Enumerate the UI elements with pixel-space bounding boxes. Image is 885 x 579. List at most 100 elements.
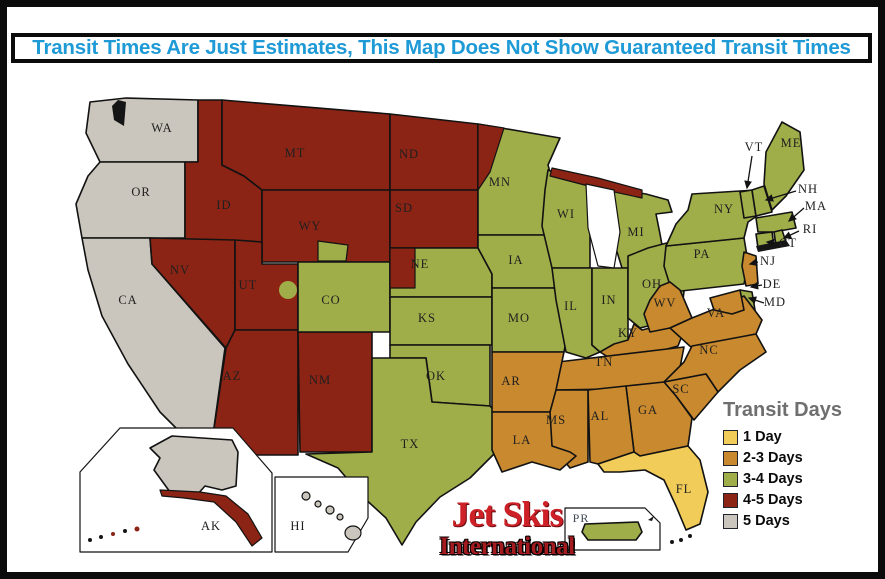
legend-swatch-2-3-days [723, 450, 738, 466]
state-mt [221, 99, 391, 191]
state-label-wi: WI [557, 207, 575, 221]
aleutian-island [123, 529, 127, 533]
state-label-ut: UT [239, 278, 258, 292]
state-nm [297, 331, 373, 453]
state-sd [389, 189, 479, 249]
state-label-al: AL [591, 409, 610, 423]
leader-arrow-de-icon [749, 281, 763, 290]
zone-patch-nw-minnesota [477, 123, 505, 191]
pr-arrow-mark [648, 516, 654, 521]
state-label-tx: TX [401, 437, 420, 451]
hawaii-island [314, 500, 322, 508]
hawaii-island [325, 505, 335, 515]
florida-keys-dot [688, 534, 692, 538]
state-label-nv: NV [170, 263, 190, 277]
pr-small-island [570, 541, 575, 546]
legend-item-1-day: 1 Day [723, 429, 875, 445]
state-label-wy: WY [299, 219, 322, 233]
state-label-ky: KY [618, 326, 638, 340]
legend-swatch-4-5-days [723, 492, 738, 508]
state-label-pa: PA [694, 247, 711, 261]
state-label-sc: SC [672, 382, 689, 396]
state-label-oh: OH [642, 277, 662, 291]
state-label-ms: MS [546, 413, 566, 427]
state-label-mi: MI [627, 225, 644, 239]
leader-arrow-nj-icon [748, 258, 759, 267]
state-label-nj: NJ [760, 254, 776, 268]
state-label-az: AZ [223, 369, 242, 383]
state-label-mt: MT [285, 146, 306, 160]
zone-patch-east-utah [279, 281, 297, 299]
us-transit-map: WA OR CA NV ID MT WY UT CO AZ NM ND SD N… [75, 97, 827, 553]
hawaii-island [336, 513, 344, 521]
leader-arrow-vt-icon [744, 155, 753, 190]
state-ar [491, 351, 565, 413]
state-ma [755, 211, 797, 233]
state-label-ok: OK [426, 369, 446, 383]
state-label-tn: TN [595, 355, 614, 369]
lake-michigan [585, 183, 621, 269]
legend-title: Transit Days [723, 399, 842, 421]
state-label-va: VA [707, 306, 725, 320]
state-label-la: LA [513, 433, 532, 447]
legend-label-2-3-days: 2-3 Days [743, 450, 803, 466]
legend-label-3-4-days: 3-4 Days [743, 471, 803, 487]
hawaii-big-island [344, 525, 362, 541]
state-label-sd: SD [395, 201, 413, 215]
leader-arrow-ri-icon [782, 230, 800, 239]
legend-label-5-days: 5 Days [743, 513, 790, 529]
aleutian-island [99, 535, 103, 539]
state-label-fl: FL [676, 482, 693, 496]
state-label-wa: WA [151, 121, 172, 135]
state-label-nm: NM [309, 373, 331, 387]
jet-skis-international-logo: Jet Skis International [427, 496, 587, 559]
state-tx [305, 357, 499, 546]
state-label-nh: NH [798, 182, 818, 196]
state-label-hi: HI [290, 519, 305, 533]
state-label-ga: GA [638, 403, 658, 417]
hawaii-island [301, 491, 311, 501]
territory-pr [581, 521, 643, 541]
state-fl [597, 445, 709, 531]
legend-swatch-1-day [723, 429, 738, 445]
state-label-ar: AR [501, 374, 520, 388]
leader-arrow-ma-icon [788, 207, 805, 222]
legend-swatch-5-days [723, 513, 738, 529]
hawaii-inset-box [274, 476, 369, 553]
state-label-ia: IA [508, 253, 523, 267]
legend-item-3-4-days: 3-4 Days [723, 471, 875, 487]
state-label-ma: MA [805, 199, 827, 213]
state-label-de: DE [763, 277, 782, 291]
state-label-nc: NC [699, 343, 718, 357]
state-label-il: IL [564, 299, 578, 313]
state-nj [741, 251, 759, 287]
zone-patch-upper-peninsula [549, 167, 643, 199]
state-label-nd: ND [399, 147, 419, 161]
zone-patch-west-nebraska [389, 247, 416, 289]
state-label-co: CO [321, 293, 340, 307]
state-label-ri: RI [803, 222, 818, 236]
aleutian-island [111, 532, 115, 536]
leader-arrow-ct-icon [765, 238, 777, 247]
logo-line2: International [439, 533, 575, 560]
state-ak [149, 435, 239, 497]
state-label-wv: WV [654, 296, 677, 310]
state-label-mn: MN [489, 175, 511, 189]
logo-line1: Jet Skis [451, 494, 563, 534]
state-label-ne: NE [411, 257, 430, 271]
legend-item-5-days: 5 Days [723, 513, 875, 529]
state-or [75, 161, 186, 239]
legend-item-2-3-days: 2-3 Days [723, 450, 875, 466]
puget-sound [112, 100, 126, 126]
state-al [587, 385, 635, 465]
aleutian-island [134, 526, 140, 532]
state-md [709, 289, 745, 315]
state-ks [389, 296, 493, 346]
state-label-id: ID [216, 198, 231, 212]
disclaimer-banner: Transit Times Are Just Estimates, This M… [11, 33, 872, 63]
state-label-me: ME [781, 136, 802, 150]
leader-arrow-nh-icon [764, 190, 797, 202]
state-label-mo: MO [508, 311, 530, 325]
state-label-ks: KS [418, 311, 436, 325]
